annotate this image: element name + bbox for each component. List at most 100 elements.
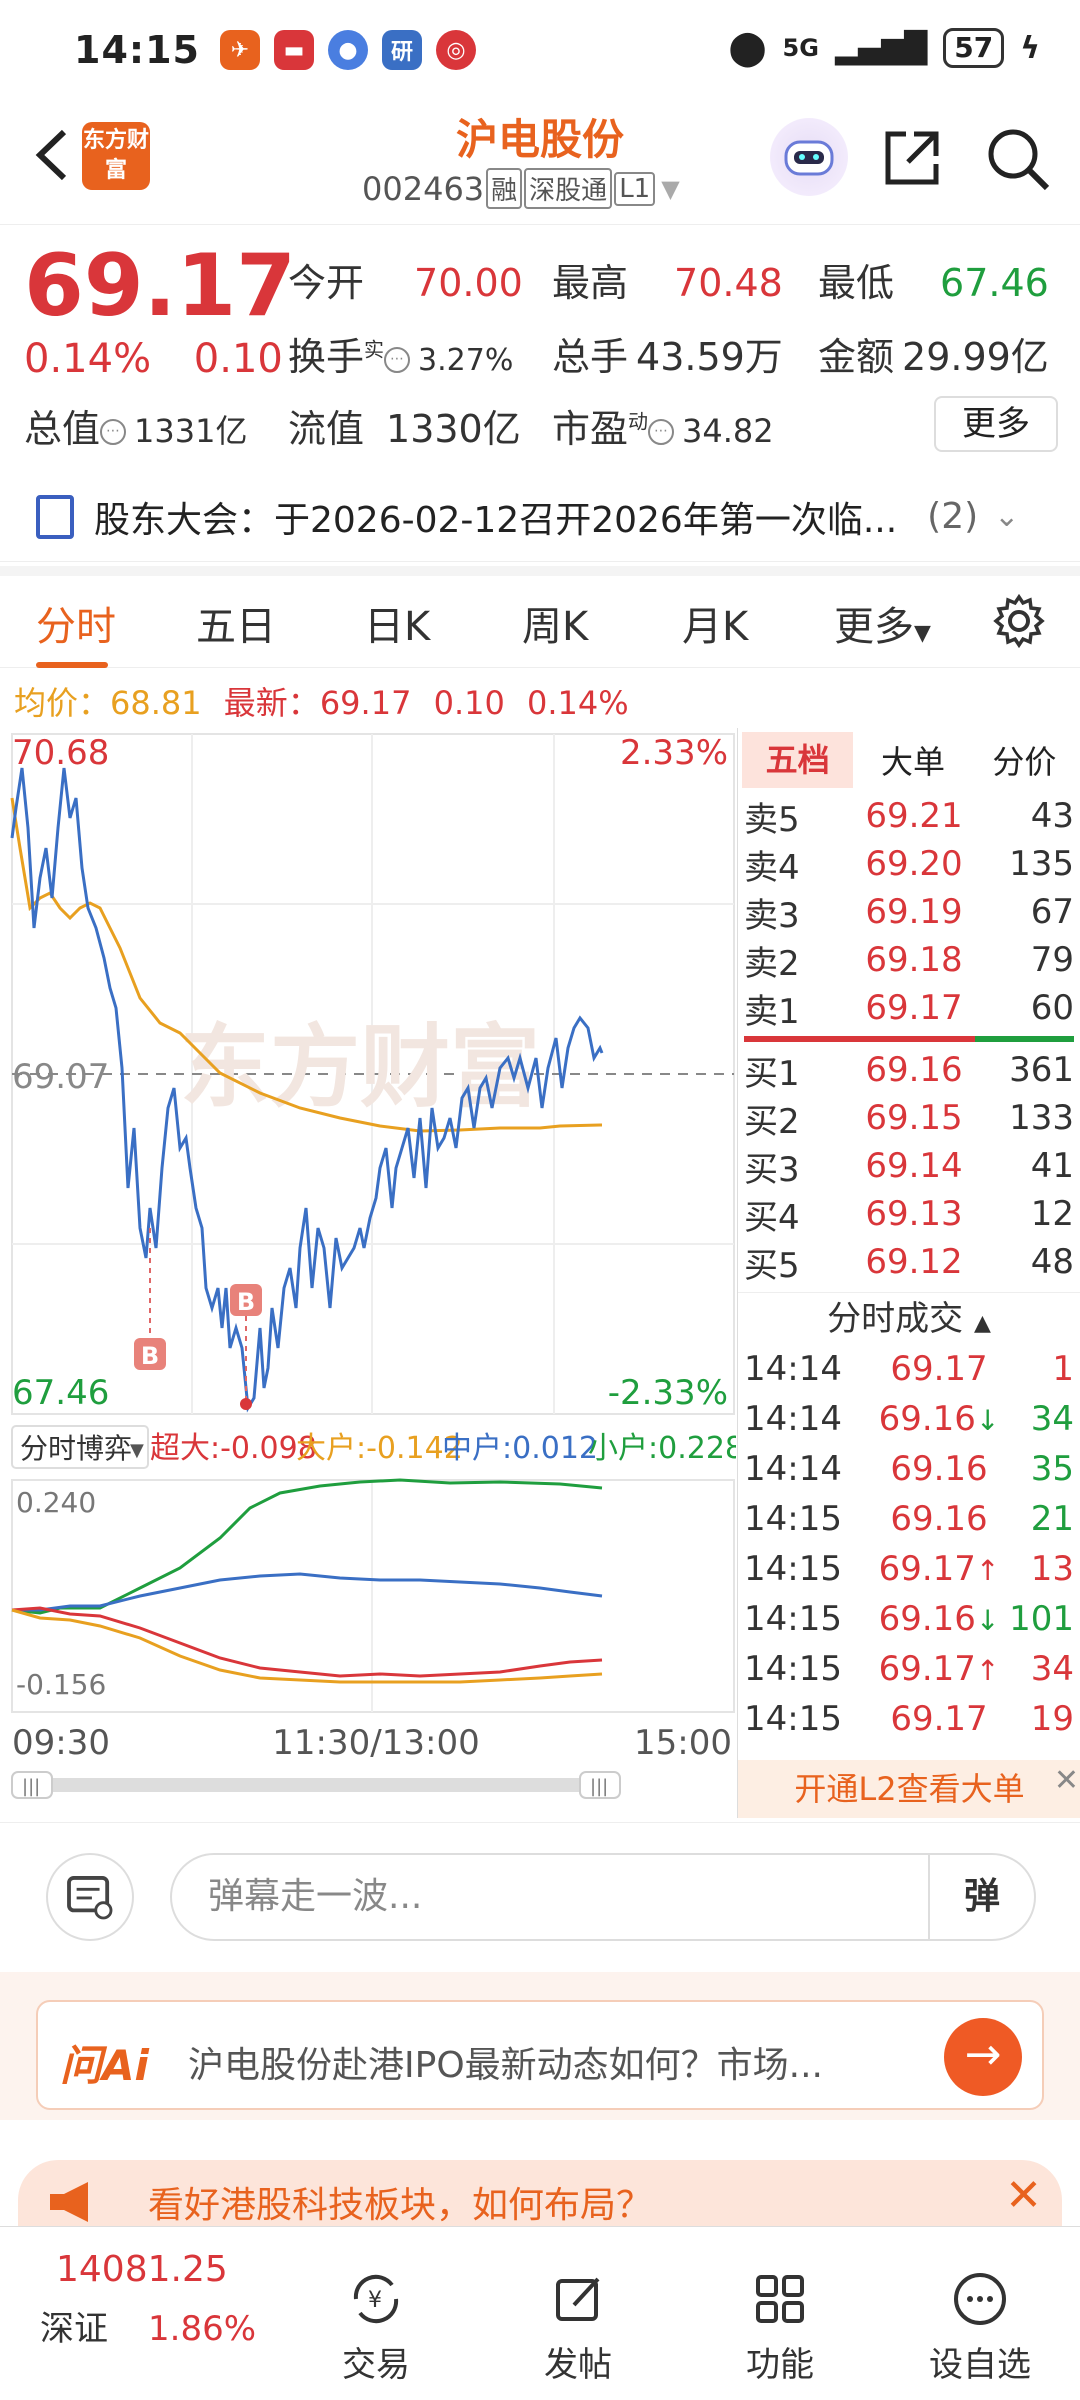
tick-time: 14:15 <box>744 1599 842 1639</box>
ask-qty: 67 <box>1030 892 1074 932</box>
svg-text:中户:0.012: 中户:0.012 <box>442 1431 598 1466</box>
intraday-chart[interactable]: 东方财富 70.68 69.07 67.46 2.33% -2.33% B B … <box>0 728 744 1818</box>
arrow-right-icon[interactable]: → <box>944 2018 1022 2096</box>
low-cell: 最低 67.46 <box>818 252 1049 307</box>
price-line <box>10 767 604 1413</box>
chart-scroller[interactable]: ||| ||| <box>11 1771 621 1799</box>
notice-bar[interactable]: 股东大会：于2026-02-12召开2026年第一次临... (2) ⌄ <box>0 472 1080 562</box>
pe-value: 34.82 <box>682 412 774 450</box>
info-icon[interactable]: ⋯ <box>384 346 411 373</box>
ask-label: 卖4 <box>744 847 800 888</box>
tab-weekly-k[interactable]: 周K <box>522 604 589 650</box>
volume-value: 43.59万 <box>636 335 783 379</box>
amount-value: 29.99亿 <box>902 335 1049 379</box>
flow-small-line <box>11 1478 603 1615</box>
high-value: 70.48 <box>674 261 783 305</box>
tab-five-day[interactable]: 五日 <box>196 604 276 650</box>
y-bot-label: 67.46 <box>12 1373 109 1413</box>
flow-selector[interactable]: 分时博弈 <box>20 1432 132 1465</box>
share-icon[interactable] <box>880 126 944 190</box>
tick-price: 69.16 <box>890 1449 988 1489</box>
tick-qty: 34 <box>1030 1649 1074 1689</box>
danmu-toggle-button[interactable]: 弹 <box>928 1855 1034 1939</box>
l2-upgrade-banner[interactable]: 开通L2查看大单 ✕ <box>738 1760 1080 1818</box>
tick-qty: 19 <box>1030 1699 1074 1739</box>
ask-row[interactable]: 卖1 69.17 60 <box>738 984 1080 1032</box>
info-icon[interactable]: ⋯ <box>100 418 127 445</box>
bid-qty: 48 <box>1030 1242 1074 1282</box>
ask-row[interactable]: 卖3 69.19 67 <box>738 888 1080 936</box>
tab-daily-k[interactable]: 日K <box>364 604 431 650</box>
close-icon[interactable]: ✕ <box>1005 2170 1042 2221</box>
assistant-robot-icon[interactable] <box>770 118 848 196</box>
nav-trade[interactable]: ¥ 交易 <box>306 2271 446 2386</box>
tab-big-orders[interactable]: 大单 <box>880 743 945 781</box>
close-icon[interactable]: ✕ <box>1053 1763 1079 1798</box>
tick-price: 69.17 <box>878 1649 976 1689</box>
tab-more[interactable]: 更多▼ <box>834 594 931 652</box>
bid-label: 买2 <box>744 1101 800 1142</box>
status-time: 14:15 <box>74 28 200 72</box>
svg-text:¥: ¥ <box>368 2288 382 2313</box>
bid-row[interactable]: 买2 69.15 133 <box>738 1094 1080 1142</box>
tag-level: L1 <box>614 171 656 206</box>
tab-price-dist[interactable]: 分价 <box>992 743 1057 781</box>
flow-super-line <box>11 1606 603 1678</box>
gear-icon[interactable] <box>992 594 1046 648</box>
chart-tabs: 分时 五日 日K 周K 月K 更多▼ <box>0 566 1080 668</box>
ticks-title-row[interactable]: 分时成交 ▲ <box>738 1292 1080 1344</box>
tick-qty: 101 <box>1009 1599 1074 1639</box>
stock-code-row[interactable]: 002463 融 深股通 L1 ▼ <box>362 168 680 209</box>
danmu-input[interactable]: 弹幕走一波... 弹 <box>170 1853 1036 1941</box>
bid-qty: 361 <box>1009 1050 1074 1090</box>
intraday-chart-area[interactable]: 东方财富 70.68 69.07 67.46 2.33% -2.33% B B … <box>0 728 744 1818</box>
bid-row[interactable]: 买4 69.13 12 <box>738 1190 1080 1238</box>
app-notification-icon: ● <box>327 30 368 70</box>
nav-post[interactable]: 发帖 <box>508 2271 648 2386</box>
tick-row: 14:14 69.16 35 <box>738 1444 1080 1494</box>
bid-row[interactable]: 买5 69.12 48 <box>738 1238 1080 1286</box>
nav-functions[interactable]: 功能 <box>710 2271 850 2386</box>
pe-label: 市盈 <box>552 407 629 451</box>
mktcap-value: 1331亿 <box>134 412 248 450</box>
tick-price: 69.17 <box>890 1349 988 1389</box>
tick-price-cell: 69.17↑ <box>874 1649 1004 1689</box>
more-button[interactable]: 更多 <box>934 396 1058 452</box>
ask-row[interactable]: 卖5 69.21 43 <box>738 792 1080 840</box>
search-icon[interactable] <box>985 126 1051 192</box>
app-notification-icon: 研 <box>381 30 422 70</box>
avg-label: 均价： <box>14 684 111 722</box>
info-icon[interactable]: ⋯ <box>648 418 675 445</box>
mktcap-cell: 总值 ⋯ 1331亿 <box>24 398 247 453</box>
bid-row[interactable]: 买1 69.16 361 <box>738 1046 1080 1094</box>
bid-row[interactable]: 买3 69.14 41 <box>738 1142 1080 1190</box>
stock-code: 002463 <box>362 169 485 208</box>
nav-add-watchlist[interactable]: 设自选 <box>910 2271 1050 2386</box>
tab-five-levels[interactable]: 五档 <box>742 732 854 788</box>
ask-row[interactable]: 卖2 69.18 79 <box>738 936 1080 984</box>
high-label: 最高 <box>552 261 629 305</box>
last-label: 最新： <box>223 684 320 722</box>
change-pct: 0.14% <box>24 336 152 382</box>
y-mid-label: 69.07 <box>12 1057 109 1097</box>
float-cell: 流值 1330亿 <box>288 398 521 453</box>
bid-price: 69.14 <box>865 1146 963 1186</box>
low-label: 最低 <box>818 261 895 305</box>
float-label: 流值 <box>288 407 365 451</box>
network-label: 5G <box>782 34 819 62</box>
ai-question-box[interactable]: 问Ai 沪电股份赴港IPO最新动态如何？市场... → <box>36 2000 1044 2110</box>
ask-qty: 135 <box>1009 844 1074 884</box>
tick-row: 14:15 69.16 21 <box>738 1494 1080 1544</box>
back-icon[interactable] <box>20 120 90 190</box>
buy-marker[interactable]: B <box>141 1342 159 1370</box>
danmu-settings-icon[interactable] <box>46 1853 134 1941</box>
ask-row[interactable]: 卖4 69.20 135 <box>738 840 1080 888</box>
ask-price: 69.17 <box>865 988 963 1028</box>
price-change: 0.14% 0.10 <box>24 336 283 382</box>
ask-label: 卖2 <box>744 943 800 984</box>
buy-marker[interactable]: B <box>237 1288 255 1316</box>
tab-monthly-k[interactable]: 月K <box>682 604 749 650</box>
volume-cell: 总手 43.59万 <box>552 326 783 381</box>
tab-intraday[interactable]: 分时 <box>36 604 116 650</box>
pe-sup: 动 <box>628 409 649 434</box>
